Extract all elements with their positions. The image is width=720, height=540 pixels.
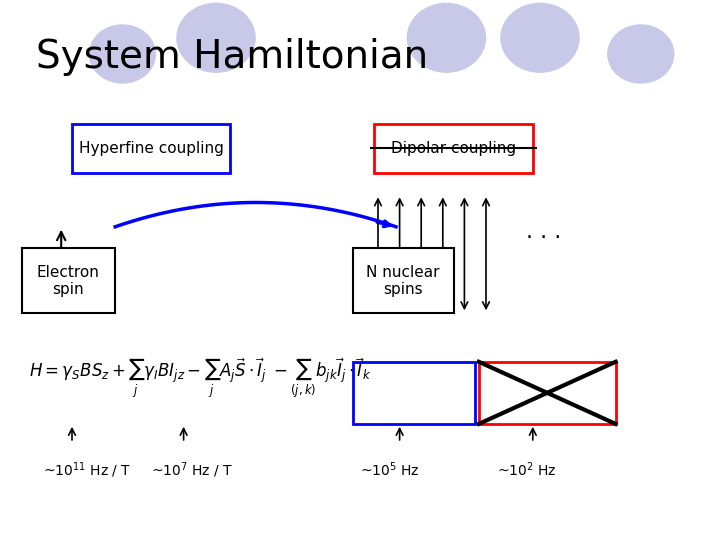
Text: Dipolar coupling: Dipolar coupling [391,141,516,156]
Text: ~10$^{7}$ Hz / T: ~10$^{7}$ Hz / T [151,460,233,480]
Ellipse shape [500,3,580,73]
Text: ~10$^{2}$ Hz: ~10$^{2}$ Hz [497,461,557,479]
FancyBboxPatch shape [353,248,454,313]
Text: . . .: . . . [526,222,561,242]
FancyBboxPatch shape [72,124,230,173]
Ellipse shape [607,24,675,84]
Text: Hyperfine coupling: Hyperfine coupling [78,141,224,156]
Text: N nuclear
spins: N nuclear spins [366,265,440,297]
Text: Electron
spin: Electron spin [37,265,100,297]
Ellipse shape [89,24,156,84]
Text: $H = \gamma_S B S_z + \sum_j \gamma_I B I_{jz} - \sum_j A_j \vec{S} \cdot \vec{I: $H = \gamma_S B S_z + \sum_j \gamma_I B … [29,356,371,400]
Ellipse shape [176,3,256,73]
Text: System Hamiltonian: System Hamiltonian [36,38,428,76]
Text: ~10$^{5}$ Hz: ~10$^{5}$ Hz [360,461,420,479]
FancyBboxPatch shape [374,124,533,173]
Text: ~10$^{11}$ Hz / T: ~10$^{11}$ Hz / T [43,460,132,480]
Ellipse shape [407,3,486,73]
FancyBboxPatch shape [22,248,115,313]
